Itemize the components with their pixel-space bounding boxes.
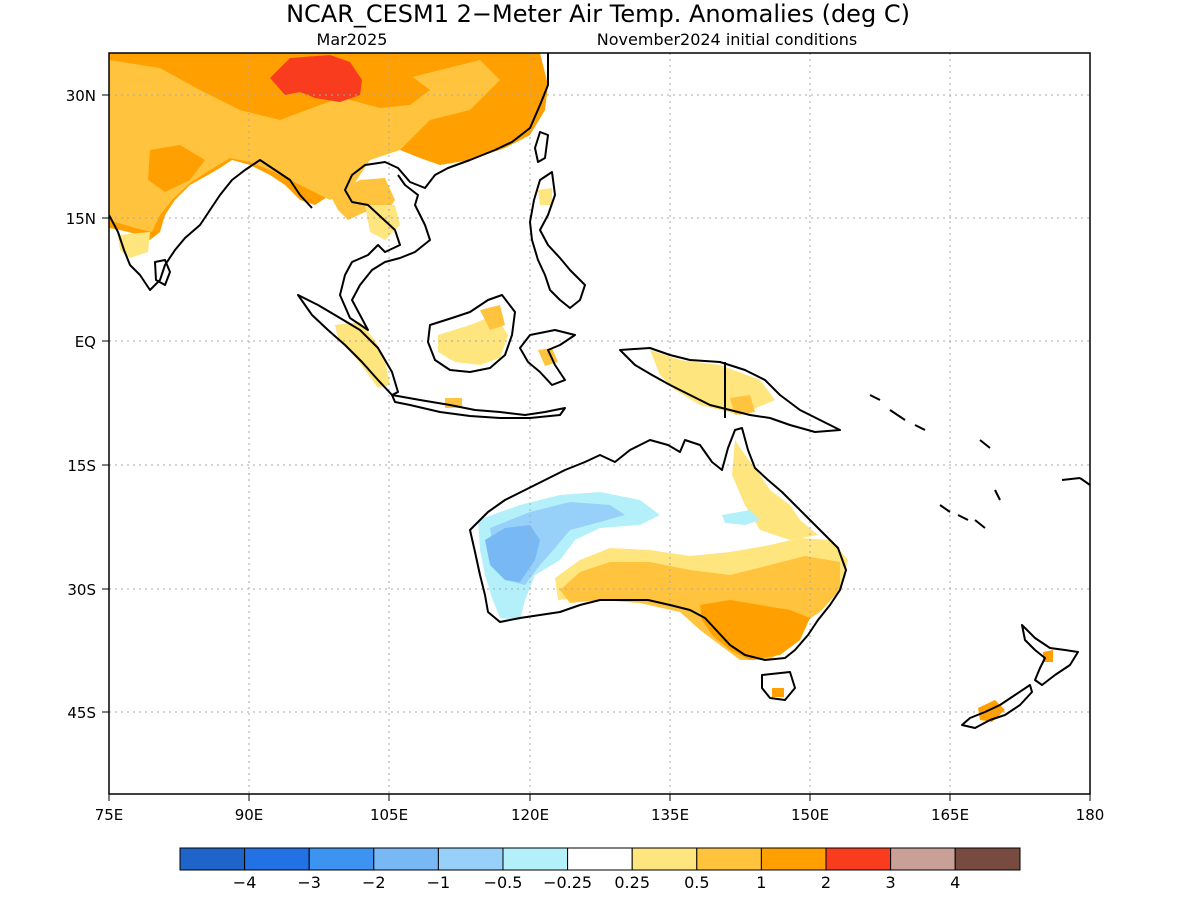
qld-anomaly-cool (722, 510, 760, 525)
java-coastline (391, 394, 566, 419)
lon-label-165e: 165E (931, 806, 969, 824)
colorbar-label-8: 1 (756, 873, 766, 892)
colorbar-label-3: −1 (427, 873, 451, 892)
lat-axis: 30N 15N EQ 15S 30S 45S (66, 87, 109, 722)
new-guinea-anomaly-orange (730, 395, 755, 415)
lat-label-eq: EQ (75, 333, 96, 351)
colorbar-swatch-8 (696, 847, 762, 871)
lat-label-30n: 30N (66, 87, 96, 105)
india-anomaly-yellow (118, 232, 150, 258)
colorbar: −4 −3 −2 −1 −0.5 −0.25 0.25 0.5 1 2 3 4 (179, 847, 1021, 892)
lon-label-120e: 120E (511, 806, 549, 824)
lat-label-45s: 45S (67, 704, 96, 722)
borneo-coastline (427, 294, 516, 373)
sri-lanka-coastline (154, 259, 171, 286)
lon-label-105e: 105E (370, 806, 408, 824)
colorbar-label-1: −3 (297, 873, 321, 892)
colorbar-label-0: −4 (233, 873, 257, 892)
wa-anomaly-cool-strong (485, 525, 540, 582)
pacific-islands (869, 394, 1090, 529)
colorbar-swatch-9 (760, 847, 827, 871)
sumatra-anomaly (335, 322, 390, 388)
asia-coastline (339, 53, 549, 331)
lon-label-75e: 75E (95, 806, 124, 824)
lon-label-90e: 90E (235, 806, 264, 824)
colorbar-label-9: 2 (821, 873, 831, 892)
map-area (109, 53, 1090, 794)
colorbar-swatch-4 (437, 847, 504, 871)
nz-south-island-coastline (961, 684, 1033, 729)
lon-axis: 75E 90E 105E 120E 135E 150E 165E 180 (95, 794, 1105, 824)
lon-label-135e: 135E (651, 806, 689, 824)
map-title: NCAR_CESM1 2−Meter Air Temp. Anomalies (… (286, 0, 910, 28)
colorbar-swatch-1 (244, 847, 310, 871)
tibet-anomaly-red (270, 55, 362, 102)
initial-conditions-label: November2024 initial conditions (597, 30, 857, 49)
colorbar-swatch-12 (954, 847, 1021, 871)
australia-anomaly-orange (700, 600, 810, 660)
colorbar-label-6: 0.25 (614, 873, 650, 892)
lat-label-30s: 30S (67, 581, 96, 599)
colorbar-label-5: −0.25 (543, 873, 592, 892)
lat-label-15n: 15N (66, 210, 96, 228)
sulawesi-coastline (519, 329, 576, 386)
borneo-anomaly-orange (480, 305, 505, 330)
colorbar-label-2: −2 (362, 873, 386, 892)
colorbar-swatch-10 (825, 847, 892, 871)
india-coastline (109, 159, 313, 291)
colorbar-swatch-6 (567, 847, 633, 871)
australia-coastline (469, 427, 847, 661)
taiwan-coastline (534, 131, 549, 163)
philippines-anomaly (538, 188, 552, 205)
colorbar-label-10: 3 (886, 873, 896, 892)
colorbar-swatch-5 (502, 847, 569, 871)
philippines-coastline (529, 171, 586, 309)
sumatra-coastline (297, 294, 399, 396)
asia-anomaly-orange-core (148, 145, 205, 192)
colorbar-swatch-2 (308, 847, 375, 871)
colorbar-swatch-11 (890, 847, 956, 871)
new-guinea-coastline (619, 347, 841, 433)
lat-label-15s: 15S (67, 457, 96, 475)
forecast-month: Mar2025 (317, 30, 388, 49)
indochina-anomaly-yellow (365, 205, 400, 240)
colorbar-label-4: −0.5 (484, 873, 523, 892)
coastlines (109, 53, 1090, 729)
tasmania-anomaly (772, 688, 784, 697)
colorbar-label-7: 0.5 (684, 873, 709, 892)
colorbar-swatch-7 (631, 847, 698, 871)
map-frame (108, 52, 1091, 795)
tasmania-coastline (761, 671, 796, 701)
qld-anomaly (732, 440, 818, 540)
nz-north-island-coastline (1021, 624, 1079, 686)
colorbar-swatch-3 (373, 847, 439, 871)
colorbar-label-11: 4 (950, 873, 960, 892)
colorbar-swatch-0 (179, 847, 246, 871)
lon-label-180: 180 (1076, 806, 1105, 824)
australia-anomaly-orange-light (560, 556, 840, 660)
gridlines (109, 53, 1090, 794)
lon-label-150e: 150E (791, 806, 829, 824)
